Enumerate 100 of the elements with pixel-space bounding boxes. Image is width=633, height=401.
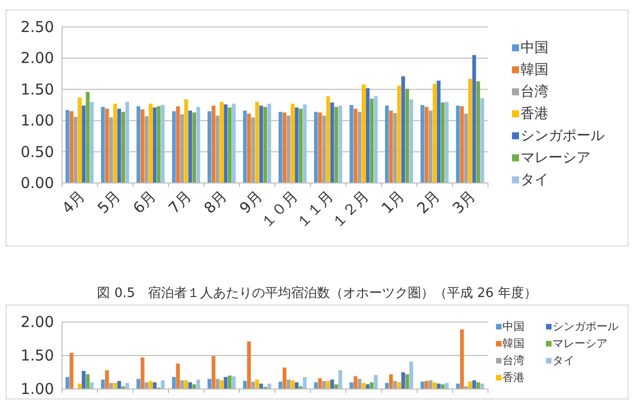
bar [350, 105, 354, 183]
bar [428, 110, 432, 183]
bar [389, 110, 393, 183]
bar [86, 92, 90, 183]
bar [105, 108, 109, 183]
bar [208, 111, 212, 183]
bar [318, 112, 322, 183]
bar [228, 107, 232, 183]
bar [472, 55, 476, 183]
bar [420, 105, 424, 183]
bar [444, 102, 449, 183]
bar [255, 102, 259, 183]
bar [152, 107, 157, 183]
y-tick-label: 1.50 [20, 80, 54, 98]
x-tick-label: 3月 [448, 187, 480, 218]
legend-label: シンガポール [520, 128, 604, 144]
bar [436, 80, 441, 183]
bar [432, 84, 436, 183]
legend-label: 香港 [520, 106, 548, 122]
bar [267, 104, 272, 183]
y-tick-label: 2.00 [20, 313, 54, 331]
legend-label: 香港 [502, 371, 525, 384]
x-tick-label: 4月 [58, 187, 89, 218]
bar [401, 76, 406, 183]
bar [397, 86, 401, 183]
legend-label: シンガポール [552, 320, 619, 333]
bar [125, 102, 130, 183]
x-tick-label: 2月 [413, 187, 444, 218]
bar [109, 117, 113, 183]
bar [259, 106, 264, 183]
bar [468, 78, 472, 183]
y-tick-label: 1.50 [20, 346, 54, 364]
bar [322, 116, 326, 183]
bar [358, 112, 362, 183]
x-tick-label: 9月 [236, 187, 266, 218]
bar [117, 108, 122, 183]
bar [464, 114, 468, 183]
legend-label: タイ [552, 354, 575, 367]
bar [330, 102, 334, 183]
bar [101, 106, 105, 183]
bar [216, 116, 220, 183]
bar [326, 96, 330, 183]
bar [144, 116, 148, 183]
bar [251, 117, 255, 183]
bar [78, 98, 82, 183]
bar [188, 110, 192, 183]
bar [298, 108, 303, 183]
bar [232, 104, 236, 183]
bar [121, 112, 126, 183]
bar [405, 88, 410, 183]
bar [440, 102, 445, 183]
legend-label: 台湾 [520, 84, 548, 100]
bar [286, 116, 290, 183]
bar [90, 102, 94, 183]
bar [362, 84, 366, 183]
x-tick-label: 1月 [378, 187, 408, 218]
legend-label: 韓国 [502, 337, 525, 350]
bar [409, 99, 414, 183]
bar [282, 112, 286, 183]
bar [476, 81, 480, 183]
y-tick-label: 0.00 [20, 174, 54, 192]
legend-label: マレーシア [552, 337, 608, 350]
bar [278, 112, 282, 183]
bar [263, 106, 268, 183]
bar [220, 102, 224, 183]
bar [460, 106, 464, 183]
bar [247, 114, 251, 183]
bar [66, 110, 70, 183]
bar [224, 104, 228, 183]
legend-label: タイ [520, 172, 548, 188]
bar [370, 98, 374, 183]
bar [456, 106, 460, 183]
legend-label: 中国 [502, 320, 525, 333]
bar [74, 116, 78, 183]
legend-label: 中国 [520, 40, 548, 56]
bar [366, 88, 370, 183]
bar [184, 99, 188, 183]
bar [70, 111, 74, 183]
y-tick-label: 1.00 [20, 112, 54, 130]
bar [212, 106, 216, 183]
legend-label: 台湾 [502, 354, 525, 367]
y-tick-label: 0.50 [20, 142, 54, 161]
bar [180, 114, 184, 183]
bar [480, 98, 484, 183]
bar [338, 106, 342, 183]
bar [160, 105, 165, 183]
y-tick-label: 1.00 [20, 380, 54, 398]
bar [374, 96, 378, 183]
bar [82, 106, 86, 183]
x-tick-label: 5月 [94, 187, 124, 218]
bar [334, 106, 338, 183]
bar [156, 106, 161, 183]
legend-label: 韓国 [520, 62, 548, 78]
bar [294, 107, 299, 183]
x-tick-label: 6月 [129, 187, 160, 218]
legend-label: マレーシア [520, 150, 590, 166]
bar [243, 110, 247, 183]
bar [354, 108, 358, 183]
x-tick-label: 8月 [200, 187, 231, 218]
bar [424, 106, 428, 183]
